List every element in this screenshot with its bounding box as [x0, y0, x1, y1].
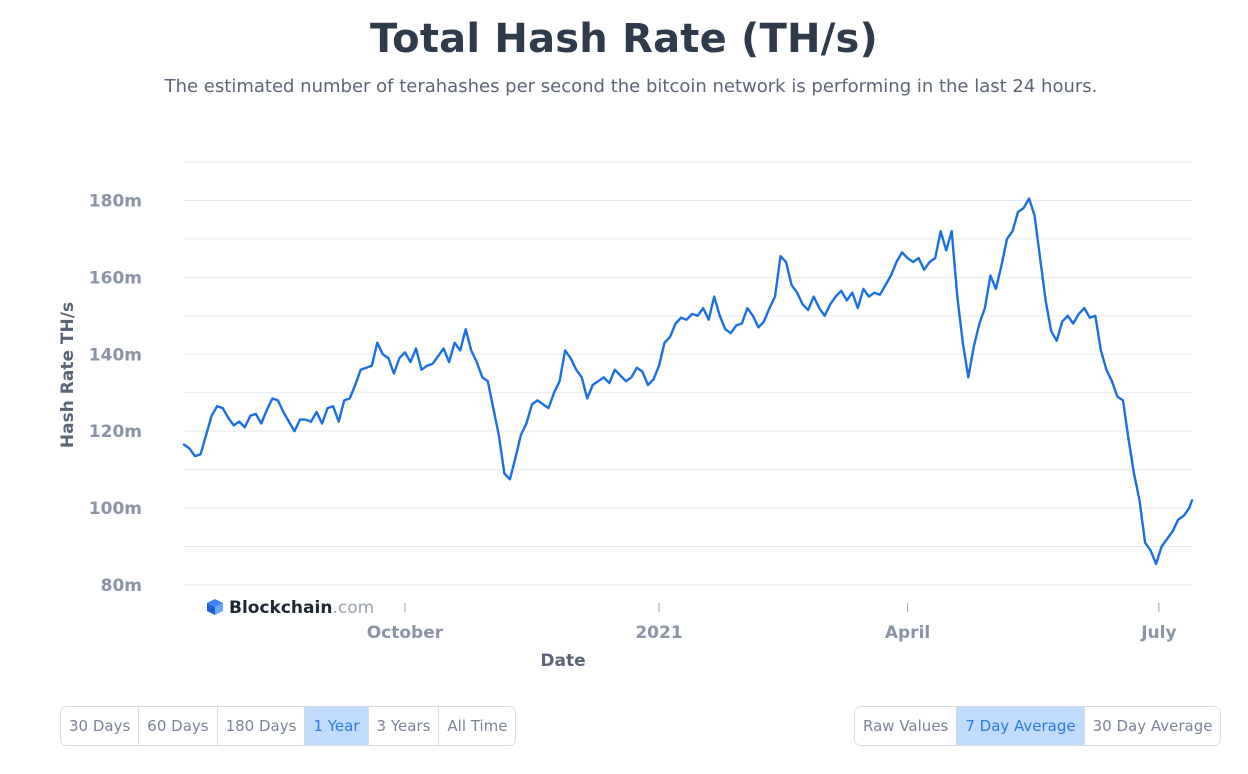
y-tick-label: 80m [101, 576, 142, 596]
range-180-days-button[interactable]: 180 Days [217, 707, 306, 745]
range-30-days-button[interactable]: 30 Days [61, 707, 140, 745]
series-layer [182, 197, 1194, 566]
y-tick-labels: 80m 100m 120m 140m 160m 180m [89, 191, 142, 596]
y-tick-label: 140m [89, 345, 142, 365]
chart-title: Total Hash Rate (TH/s) [370, 16, 878, 62]
y-axis-label: Hash Rate TH/s [58, 302, 78, 448]
range-all-time-button[interactable]: All Time [439, 707, 516, 745]
x-tick-label: April [885, 623, 930, 643]
30-day-average-button[interactable]: 30 Day Average [1084, 707, 1221, 745]
blockchain-cube-icon [207, 599, 223, 615]
raw-values-button[interactable]: Raw Values [855, 707, 958, 745]
y-tick-label: 120m [89, 422, 142, 442]
x-tick-label: 2021 [635, 623, 682, 643]
range-60-days-button[interactable]: 60 Days [139, 707, 218, 745]
7-day-average-button[interactable]: 7 Day Average [957, 707, 1085, 745]
hash-rate-series-line [182, 197, 1194, 566]
x-tick-labels: October 2021 April July [367, 603, 1177, 643]
blockchain-logo[interactable]: Blockchain.com [207, 598, 374, 618]
y-tick-label: 160m [89, 268, 142, 288]
logo-suffix: .com [332, 598, 374, 618]
y-tick-label: 100m [89, 499, 142, 519]
logo-brand: Blockchain [229, 598, 332, 618]
grid-layer [184, 161, 1192, 586]
svg-text:Blockchain.com: Blockchain.com [229, 598, 374, 618]
y-tick-label: 180m [89, 191, 142, 211]
range-1-year-button[interactable]: 1 Year [305, 707, 369, 745]
x-tick-label: July [1140, 623, 1176, 643]
time-range-selector: 30 Days 60 Days 180 Days 1 Year 3 Years … [60, 706, 517, 746]
x-axis-label: Date [540, 651, 585, 671]
chart-subtitle: The estimated number of terahashes per s… [164, 76, 1098, 97]
range-3-years-button[interactable]: 3 Years [368, 707, 440, 745]
averaging-selector: Raw Values 7 Day Average 30 Day Average [854, 706, 1222, 746]
hash-rate-chart: 80m 100m 120m 140m 160m 180m October 2021 April… [58, 161, 1194, 671]
x-tick-label: October [367, 623, 444, 643]
